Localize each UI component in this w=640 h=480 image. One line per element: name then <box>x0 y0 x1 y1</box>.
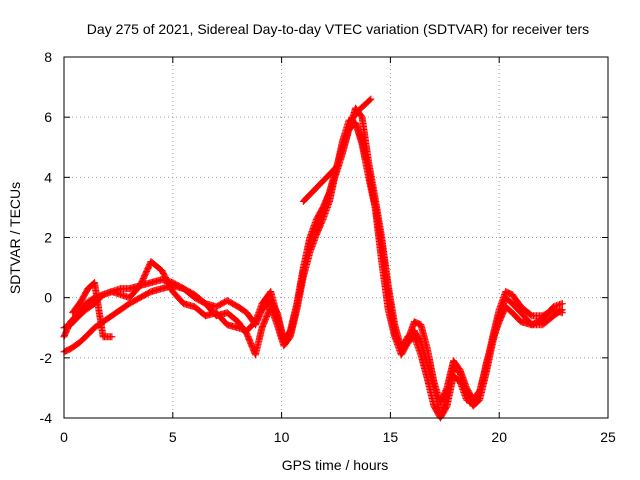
y-tick-label: 0 <box>44 290 52 306</box>
series-track-f <box>347 95 375 124</box>
x-tick-label: 20 <box>491 429 507 445</box>
x-tick-label: 5 <box>169 429 177 445</box>
grid-lines <box>64 57 608 418</box>
x-tick-label: 10 <box>274 429 290 445</box>
y-tick-label: -2 <box>40 350 53 366</box>
series-track-c <box>60 116 566 422</box>
data-points <box>60 95 566 422</box>
y-tick-label: 4 <box>44 169 52 185</box>
y-axis-label: SDTVAR / TECUs <box>7 182 23 294</box>
data-point <box>557 307 565 315</box>
y-tick-label: 8 <box>44 49 52 65</box>
data-point <box>108 333 116 341</box>
data-point <box>558 306 566 314</box>
x-tick-label: 15 <box>383 429 399 445</box>
data-point <box>366 96 374 104</box>
y-tick-label: 6 <box>44 109 52 125</box>
series-track-b <box>60 104 566 419</box>
y-tick-label: -4 <box>40 410 53 426</box>
series-track-e <box>299 161 342 205</box>
x-tick-label: 25 <box>600 429 616 445</box>
data-point <box>367 95 375 103</box>
data-point <box>333 162 341 170</box>
data-point <box>334 161 342 169</box>
x-tick-label: 0 <box>60 429 68 445</box>
axis-ticks: 0 5 10 15 20 25 -4 -2 0 2 4 6 8 <box>40 49 616 445</box>
x-axis-label: GPS time / hours <box>282 457 389 473</box>
data-point <box>558 300 566 308</box>
chart-title: Day 275 of 2021, Sidereal Day-to-day VTE… <box>87 21 589 37</box>
series-track-d <box>69 279 116 341</box>
y-tick-label: 2 <box>44 230 52 246</box>
